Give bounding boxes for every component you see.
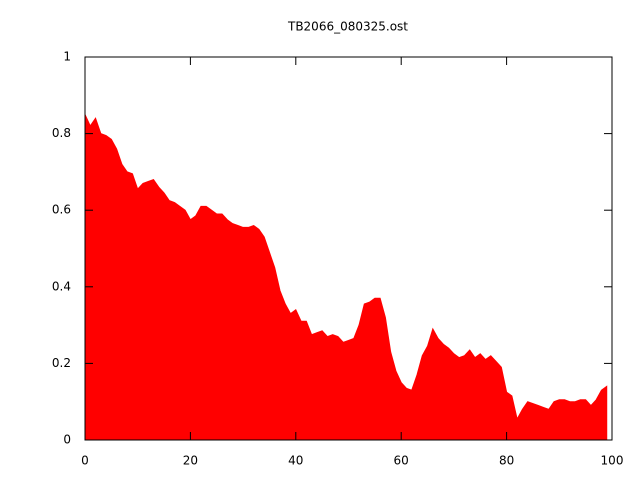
- x-tick-label: 80: [499, 454, 514, 468]
- y-tick-label: 0: [63, 433, 71, 447]
- x-tick-label: 0: [81, 454, 89, 468]
- y-tick-label: 0.6: [52, 203, 71, 217]
- y-tick-label: 1: [63, 50, 71, 64]
- x-tick-label: 40: [288, 454, 303, 468]
- x-tick-label: 100: [601, 454, 624, 468]
- y-tick-label: 0.2: [52, 356, 71, 370]
- chart-title: TB2066_080325.ost: [287, 20, 408, 34]
- area: [84, 114, 608, 441]
- x-tick-label: 60: [394, 454, 409, 468]
- y-tick-label: 0.4: [52, 279, 71, 293]
- x-tick-label: 20: [183, 454, 198, 468]
- plot-frame: [84, 56, 613, 441]
- y-tick-label: 0.8: [52, 126, 71, 140]
